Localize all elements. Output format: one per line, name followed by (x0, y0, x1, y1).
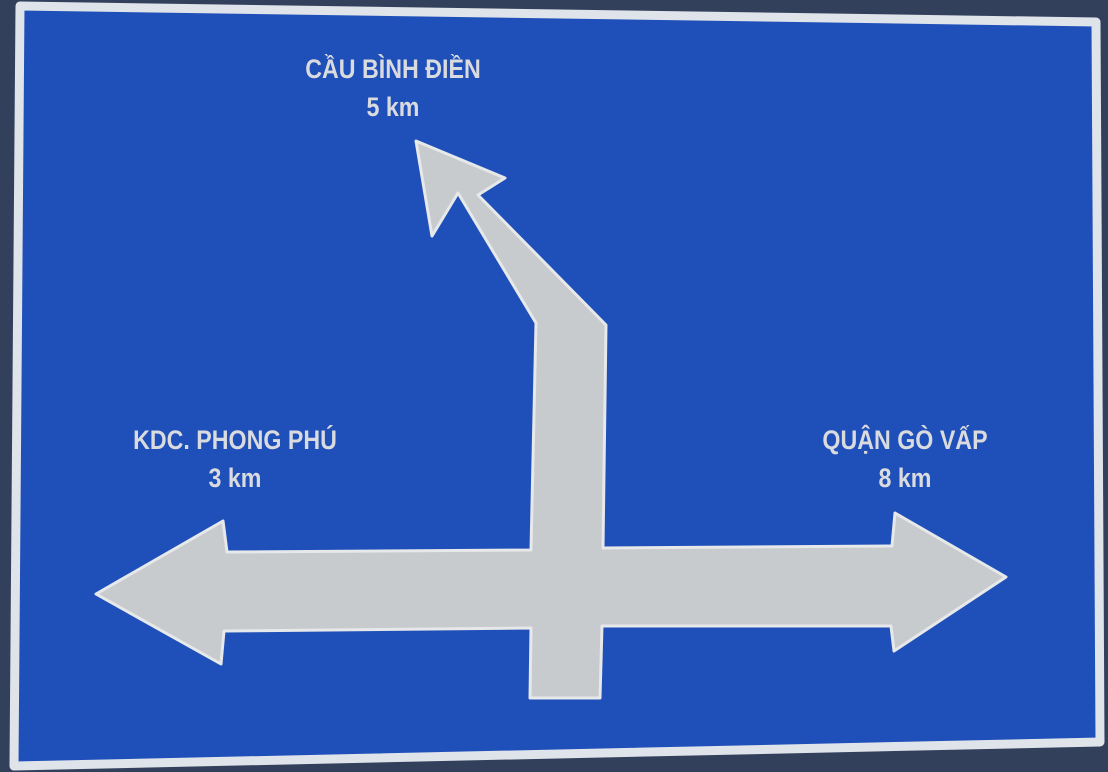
destination-left-name: KDC. PHONG PHÚ (133, 425, 337, 455)
direction-arrows (94, 139, 1008, 700)
destination-left-distance: 3 km (208, 463, 262, 493)
destination-left: KDC. PHONG PHÚ 3 km (123, 421, 347, 497)
destination-right: QUẬN GÒ VẤP 8 km (793, 421, 1017, 497)
destination-up-distance: 5 km (366, 92, 420, 122)
destination-right-name: QUẬN GÒ VẤP (822, 425, 988, 455)
destination-up-name: CẦU BÌNH ĐIỀN (305, 54, 481, 84)
destination-up: CẦU BÌNH ĐIỀN 5 km (286, 50, 501, 126)
destination-right-distance: 8 km (878, 463, 932, 493)
